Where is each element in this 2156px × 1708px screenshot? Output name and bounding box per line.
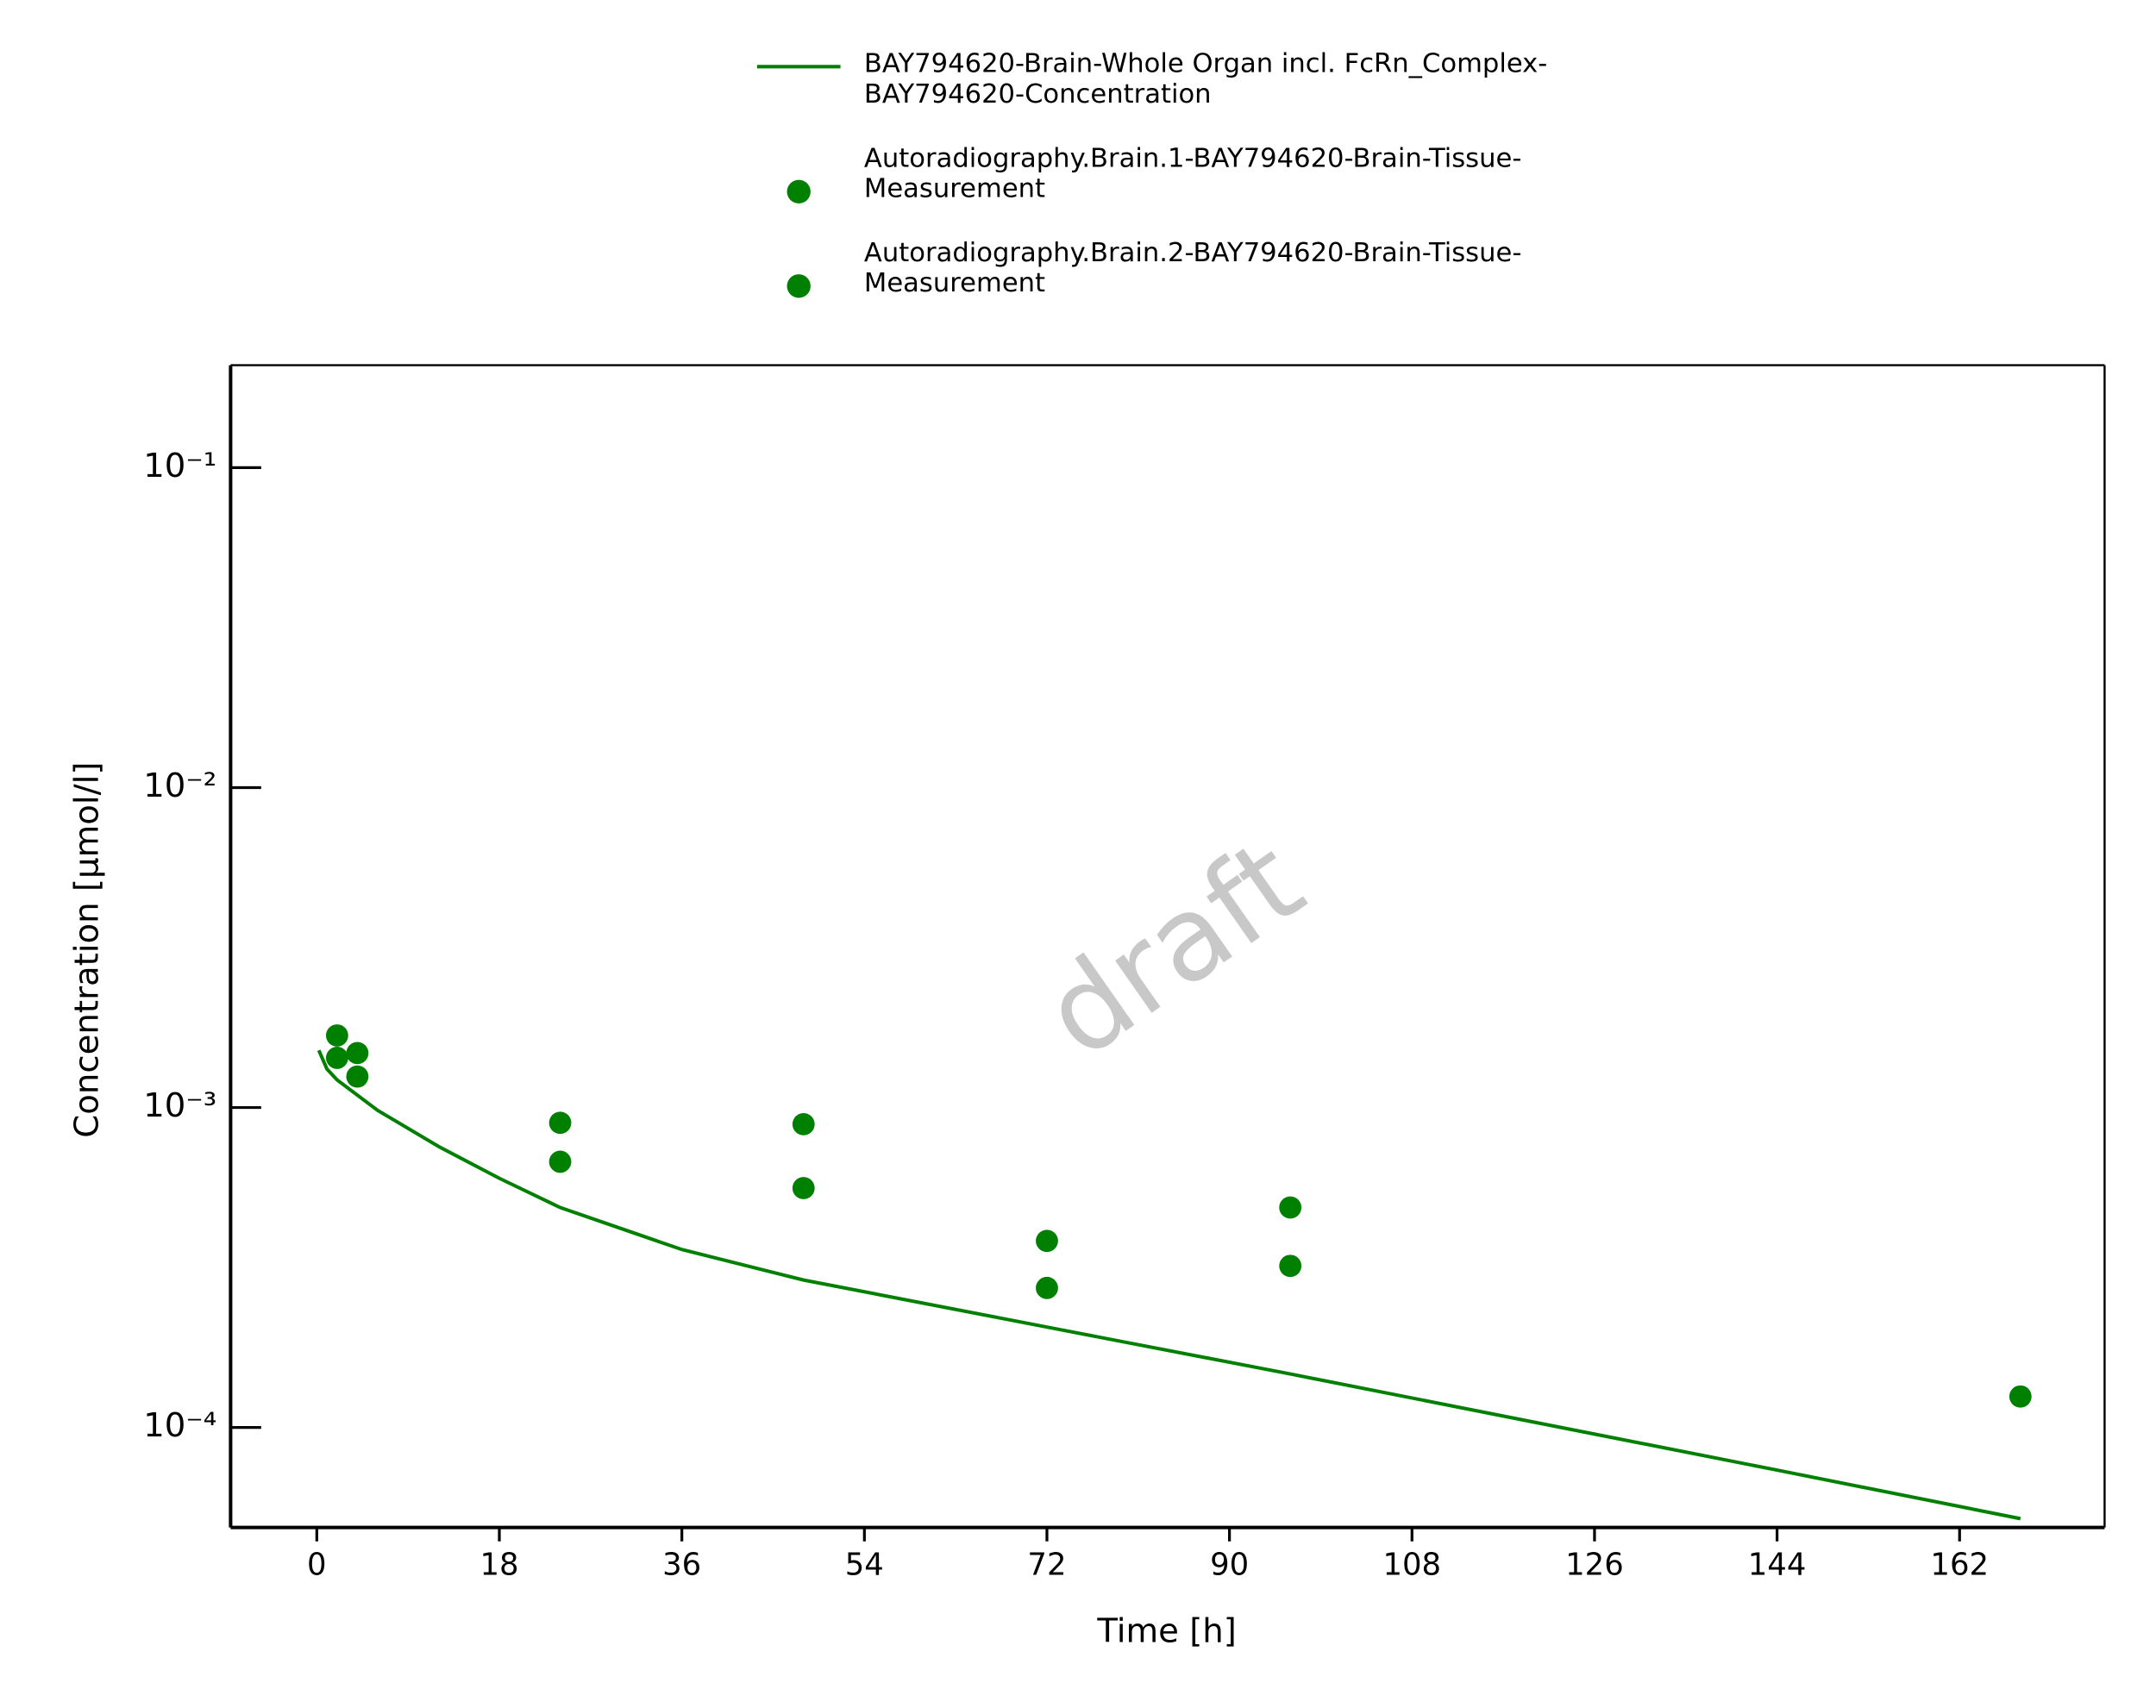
x-tick-label: 108 [1382,1548,1441,1583]
x-axis-label: Time [h] [1096,1612,1237,1651]
data-point [325,1024,348,1047]
data-point [1279,1254,1302,1278]
data-point [325,1047,348,1069]
data-point [1279,1196,1302,1219]
legend-marker [787,179,811,203]
data-line [317,1049,2021,1521]
x-tick-label: 72 [1027,1548,1066,1583]
y-axis-label: Concentration [µmol/l] [68,762,107,1138]
data-point [346,1065,369,1088]
y-tick-label: 10⁻⁴ [143,1406,216,1445]
x-tick-label: 36 [662,1548,701,1583]
x-tick-label: 90 [1210,1548,1249,1583]
x-tick-label: 126 [1565,1548,1624,1583]
legend-entry: Autoradiography.Brain.1-BAY794620-Brain-… [863,142,1522,204]
x-tick-label: 162 [1930,1548,1989,1583]
legend-marker [787,274,811,298]
x-tick-label: 18 [479,1548,518,1583]
data-point [1036,1276,1058,1299]
data-point [2009,1385,2032,1408]
y-tick-label: 10⁻¹ [143,447,216,485]
x-tick-label: 0 [307,1548,327,1583]
legend-entry: Autoradiography.Brain.2-BAY794620-Brain-… [863,237,1522,299]
x-tick-label: 54 [845,1548,884,1583]
legend-label: Autoradiography.Brain.1-BAY794620-Brain-… [863,142,1522,204]
y-tick-label: 10⁻² [143,766,216,805]
data-point [346,1042,369,1065]
y-tick-label: 10⁻³ [143,1086,216,1125]
x-tick-label: 144 [1748,1548,1807,1583]
data-point [792,1113,815,1136]
legend-label: Autoradiography.Brain.2-BAY794620-Brain-… [863,237,1522,299]
data-point [548,1111,572,1135]
legend-label: BAY794620-Brain-Whole Organ incl. FcRn_C… [863,48,1548,110]
legend-entry: BAY794620-Brain-Whole Organ incl. FcRn_C… [863,48,1548,110]
data-point [1036,1229,1058,1253]
watermark: draft [1020,813,1326,1084]
data-point [548,1150,572,1173]
data-point [792,1177,815,1199]
